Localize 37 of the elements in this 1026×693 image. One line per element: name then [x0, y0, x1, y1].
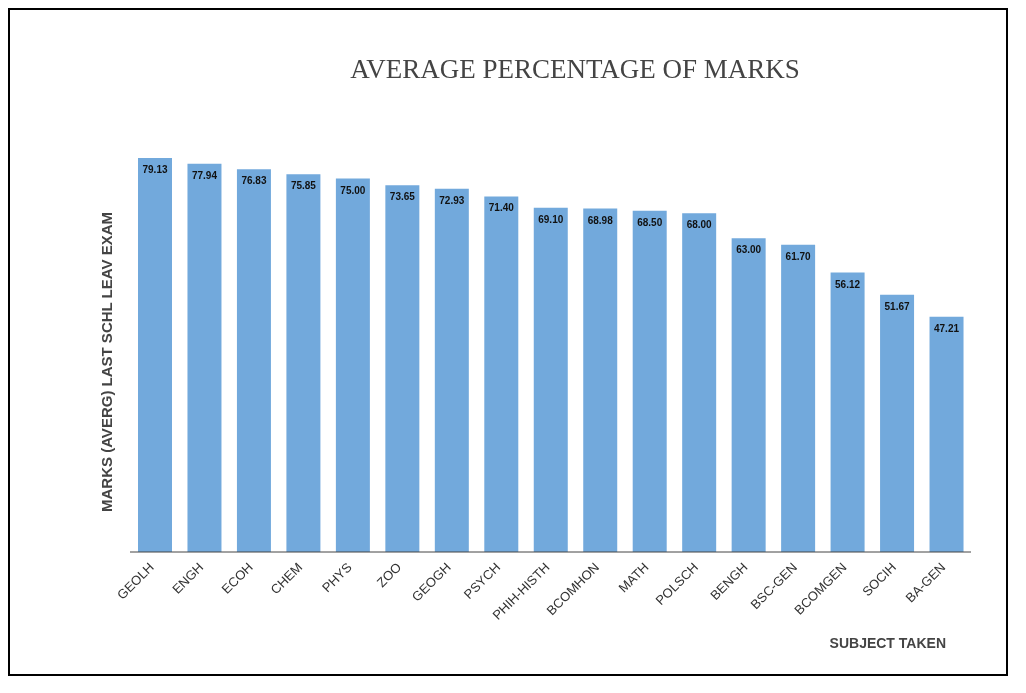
data-label: 76.83: [241, 175, 267, 187]
data-label: 72.93: [439, 194, 465, 206]
data-label: 56.12: [835, 278, 861, 290]
data-label: 69.10: [538, 213, 564, 225]
data-label: 68.50: [637, 216, 663, 228]
bar: [286, 174, 321, 552]
bar: [880, 294, 915, 552]
bar: [187, 163, 222, 552]
bar: [929, 316, 964, 552]
bar: [682, 213, 717, 552]
data-label: 51.67: [884, 300, 911, 312]
data-label: 68.00: [686, 219, 713, 231]
data-label: 77.94: [191, 169, 218, 181]
data-label: 63.00: [736, 244, 762, 256]
chart-title: AVERAGE PERCENTAGE OF MARKS: [349, 54, 801, 85]
data-label: 61.70: [785, 250, 812, 262]
bar: [781, 244, 816, 552]
data-label: 79.13: [142, 163, 168, 175]
bar: [632, 210, 667, 552]
bar: [731, 238, 766, 552]
y-axis-title: MARKS (AVERG) LAST SCHL LEAV EXAM: [97, 211, 115, 513]
bar: [434, 188, 469, 552]
bar: [533, 207, 568, 552]
data-label: 73.65: [389, 191, 416, 203]
bar: [583, 208, 618, 552]
bar: [335, 178, 370, 552]
data-label: 75.85: [290, 180, 317, 192]
bar: [236, 169, 271, 552]
bar: [138, 157, 172, 552]
data-label: 71.40: [488, 202, 515, 214]
bar: [484, 196, 519, 552]
data-label: 47.21: [934, 322, 960, 334]
x-axis-title: SUBJECT TAKEN: [829, 635, 946, 651]
bar: [385, 185, 420, 552]
data-label: 75.00: [340, 184, 366, 196]
bar: [830, 272, 865, 552]
data-label: 68.98: [587, 214, 614, 226]
